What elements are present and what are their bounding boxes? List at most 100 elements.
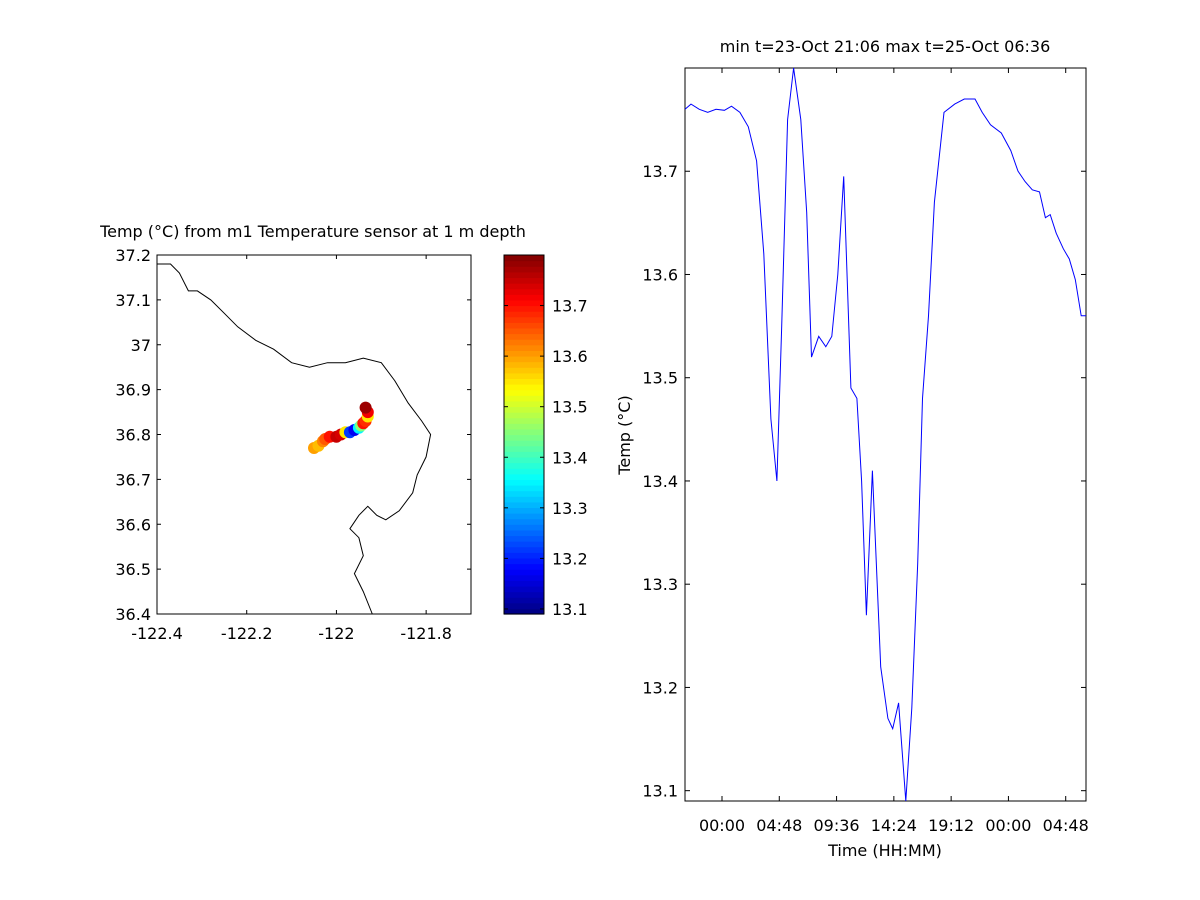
timeseries-y-tick-label: 13.1 — [642, 782, 678, 801]
colorbar: 13.1 13.2 13.3 13.4 13.5 13.6 13.7 — [503, 254, 588, 619]
map-coastline-layer — [157, 263, 432, 615]
colorbar-segment — [504, 344, 544, 351]
timeseries-y-label: Temp (°C) — [615, 395, 634, 475]
colorbar-segment — [504, 585, 544, 593]
timeseries-y-tick-label: 13.3 — [642, 575, 678, 594]
colorbar-segment — [504, 305, 544, 312]
map-points-layer — [308, 401, 374, 454]
colorbar-segment — [504, 288, 544, 295]
timeseries-x-tick-label: 19:12 — [928, 816, 974, 835]
colorbar-segment — [504, 546, 544, 553]
colorbar-segment — [504, 490, 544, 497]
map-axes — [156, 254, 472, 615]
timeseries-axes — [684, 67, 1087, 802]
timeseries-line-layer — [684, 67, 1086, 802]
colorbar-segment — [504, 406, 544, 413]
colorbar-segment — [504, 372, 544, 380]
colorbar-segment — [504, 266, 544, 273]
map-y-tick-label: 36.4 — [115, 605, 151, 624]
colorbar-tick-label: 13.1 — [552, 600, 588, 619]
colorbar-segment — [504, 283, 544, 290]
timeseries-x-tick-label: 04:48 — [756, 816, 802, 835]
timeseries-x-tick-label: 09:36 — [814, 816, 860, 835]
colorbar-segment — [504, 260, 544, 267]
map-y-tick-label: 37.2 — [115, 246, 151, 265]
timeseries-y-tick-label: 13.6 — [642, 265, 678, 284]
colorbar-segment — [504, 507, 544, 514]
colorbar-segment — [504, 367, 544, 374]
colorbar-segment — [504, 400, 544, 408]
colorbar-segment — [504, 501, 544, 509]
colorbar-segment — [504, 456, 544, 464]
colorbar-segment — [504, 299, 544, 307]
colorbar-segment — [504, 378, 544, 385]
colorbar-segment — [504, 327, 544, 335]
colorbar-segment — [504, 389, 544, 396]
colorbar-segment — [504, 535, 544, 542]
timeseries-x-tick-label: 00:00 — [985, 816, 1031, 835]
colorbar-gradient — [504, 255, 544, 615]
colorbar-segment — [504, 513, 544, 520]
colorbar-segment — [504, 597, 544, 604]
colorbar-segment — [504, 294, 544, 301]
colorbar-tick-label: 13.3 — [552, 499, 588, 518]
colorbar-segment — [504, 277, 544, 284]
map-y-tick-label: 36.5 — [115, 560, 151, 579]
colorbar-tick-label: 13.7 — [552, 297, 588, 316]
map-y-tick-label: 37.1 — [115, 291, 151, 310]
colorbar-segment — [504, 462, 544, 469]
colorbar-tick-label: 13.4 — [552, 448, 588, 467]
map-title: Temp (°C) from m1 Temperature sensor at … — [99, 222, 526, 241]
colorbar-segment — [504, 552, 544, 559]
colorbar-segment — [504, 333, 544, 340]
timeseries-y-tick-label: 13.7 — [642, 162, 678, 181]
colorbar-segment — [504, 574, 544, 581]
colorbar-segment — [504, 355, 544, 363]
colorbar-segment — [504, 529, 544, 537]
colorbar-segment — [504, 451, 544, 458]
colorbar-segment — [504, 557, 544, 565]
map-panel: Temp (°C) from m1 Temperature sensor at … — [99, 222, 526, 643]
colorbar-segment — [504, 271, 544, 279]
colorbar-segment — [504, 563, 544, 570]
map-y-axis: 36.4 36.5 36.6 36.7 36.8 36.9 37 37.1 37.2 — [115, 246, 471, 624]
map-x-axis: -122.4 -122.2 -122 -121.8 — [131, 255, 452, 643]
map-x-tick-label: -122.4 — [131, 624, 183, 643]
colorbar-segment — [504, 569, 544, 576]
timeseries-x-axis: 00:00 04:48 09:36 14:24 19:12 00:00 04:48 — [699, 68, 1089, 835]
colorbar-segment — [504, 417, 544, 424]
timeseries-x-tick-label: 00:00 — [699, 816, 745, 835]
colorbar-segment — [504, 350, 544, 357]
colorbar-segment — [504, 428, 544, 436]
colorbar-segment — [504, 524, 544, 531]
timeseries-y-tick-label: 13.5 — [642, 369, 678, 388]
map-y-tick-label: 36.8 — [115, 426, 151, 445]
map-y-tick-label: 36.9 — [115, 381, 151, 400]
map-x-tick-label: -121.8 — [400, 624, 452, 643]
colorbar-segment — [504, 591, 544, 598]
colorbar-segment — [504, 484, 544, 492]
colorbar-segment — [504, 339, 544, 346]
colorbar-segment — [504, 434, 544, 441]
colorbar-segment — [504, 541, 544, 548]
colorbar-segment — [504, 602, 544, 609]
timeseries-panel: min t=23-Oct 21:06 max t=25-Oct 06:36 00… — [615, 37, 1089, 860]
colorbar-segment — [504, 580, 544, 587]
colorbar-segment — [504, 496, 544, 503]
colorbar-segment — [504, 445, 544, 452]
colorbar-tick-label: 13.5 — [552, 398, 588, 417]
colorbar-segment — [504, 518, 544, 525]
map-x-tick-label: -122.2 — [221, 624, 273, 643]
colorbar-segment — [504, 423, 544, 430]
colorbar-tick-label: 13.6 — [552, 347, 588, 366]
colorbar-segment — [504, 412, 544, 419]
colorbar-segment — [504, 384, 544, 391]
timeseries-series-0 — [684, 67, 1086, 802]
map-y-tick-label: 36.6 — [115, 515, 151, 534]
colorbar-segment — [504, 255, 544, 262]
timeseries-y-tick-label: 13.2 — [642, 678, 678, 697]
timeseries-y-tick-label: 13.4 — [642, 472, 678, 491]
map-y-tick-label: 36.7 — [115, 470, 151, 489]
colorbar-axis: 13.1 13.2 13.3 13.4 13.5 13.6 13.7 — [504, 297, 588, 619]
timeseries-x-label: Time (HH:MM) — [827, 841, 942, 860]
